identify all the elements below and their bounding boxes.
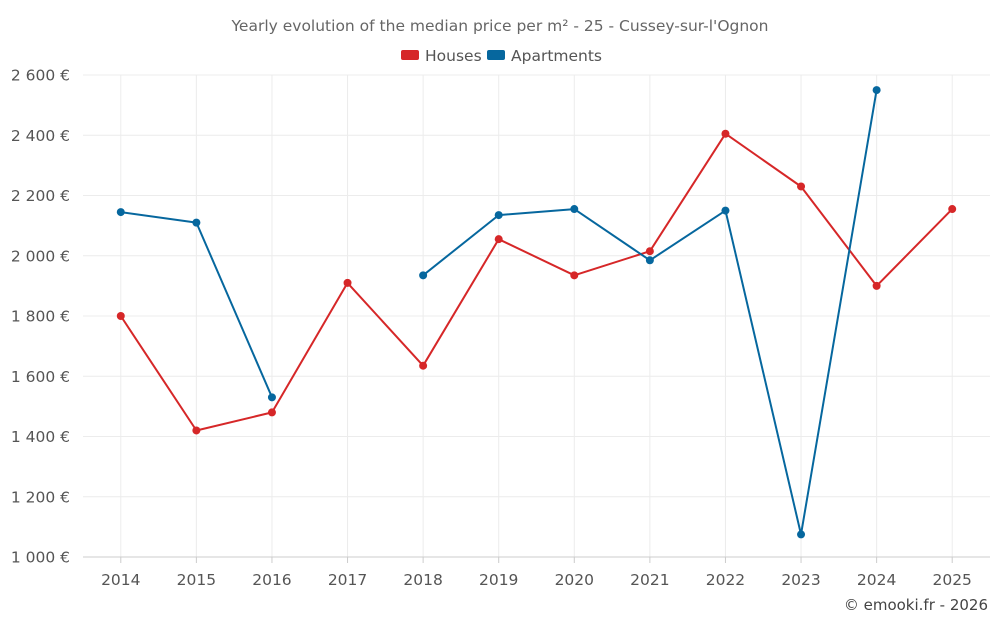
x-tick-label: 2021 — [630, 571, 669, 589]
houses-point[interactable] — [267, 408, 276, 417]
legend-item-houses[interactable]: Houses — [401, 47, 482, 65]
apartments-point[interactable] — [192, 218, 201, 227]
credit-text: © emooki.fr - 2026 — [844, 596, 988, 614]
y-tick-label: 1 200 € — [11, 488, 70, 506]
x-tick-label: 2024 — [857, 571, 896, 589]
apartments-point[interactable] — [116, 208, 125, 217]
apartments-point[interactable] — [570, 205, 579, 214]
x-tick-label: 2014 — [101, 571, 140, 589]
y-tick-label: 1 600 € — [11, 368, 70, 386]
chart-title: Yearly evolution of the median price per… — [231, 17, 769, 35]
legend-label-houses: Houses — [425, 47, 482, 65]
series-apartments — [116, 86, 881, 539]
houses-point[interactable] — [721, 129, 730, 138]
apartments-point[interactable] — [797, 530, 806, 539]
houses-point[interactable] — [192, 426, 201, 435]
apartments-point[interactable] — [419, 271, 428, 280]
x-tick-label: 2023 — [781, 571, 820, 589]
x-tick-label: 2022 — [706, 571, 745, 589]
legend: Houses Apartments — [401, 47, 602, 65]
x-tick-label: 2018 — [403, 571, 442, 589]
houses-point[interactable] — [343, 278, 352, 287]
x-tick-label: 2016 — [252, 571, 291, 589]
houses-point[interactable] — [419, 361, 428, 370]
y-tick-label: 1 000 € — [11, 549, 70, 567]
apartments-point[interactable] — [872, 86, 881, 95]
x-tick-label: 2020 — [555, 571, 594, 589]
x-axis: 2014 2015 2016 2017 2018 2019 2020 2021 2022 2023… — [83, 556, 990, 589]
houses-point[interactable] — [116, 312, 125, 320]
houses-point[interactable] — [645, 247, 654, 256]
houses-point[interactable] — [570, 271, 579, 280]
legend-swatch-houses — [401, 50, 419, 60]
apartments-point[interactable] — [645, 256, 654, 265]
apartments-point[interactable] — [267, 393, 276, 402]
legend-label-apartments: Apartments — [511, 47, 602, 65]
y-tick-label: 2 600 € — [11, 67, 70, 85]
houses-line — [119, 132, 953, 432]
y-axis: 1 000 € 1 200 € 1 400 € 1 600 € 1 800 € 2 000… — [11, 67, 70, 567]
y-tick-label: 2 200 € — [11, 187, 70, 205]
series-group — [116, 86, 957, 539]
y-tick-label: 2 400 € — [11, 127, 70, 145]
legend-swatch-apartments — [487, 50, 505, 60]
x-tick-label: 2019 — [479, 571, 518, 589]
houses-point[interactable] — [872, 281, 881, 290]
apartments-point[interactable] — [494, 211, 503, 220]
grid — [83, 74, 990, 558]
x-tick-label: 2015 — [177, 571, 216, 589]
y-tick-label: 1 800 € — [11, 308, 70, 326]
x-tick-label: 2017 — [328, 571, 367, 589]
apartments-point[interactable] — [721, 206, 730, 215]
legend-item-apartments[interactable]: Apartments — [487, 47, 602, 65]
houses-point[interactable] — [797, 182, 806, 191]
houses-point[interactable] — [494, 235, 503, 244]
series-houses — [116, 129, 957, 435]
houses-point[interactable] — [948, 205, 957, 214]
y-tick-label: 1 400 € — [11, 428, 70, 446]
y-tick-label: 2 000 € — [11, 247, 70, 265]
x-tick-label: 2025 — [932, 571, 971, 589]
